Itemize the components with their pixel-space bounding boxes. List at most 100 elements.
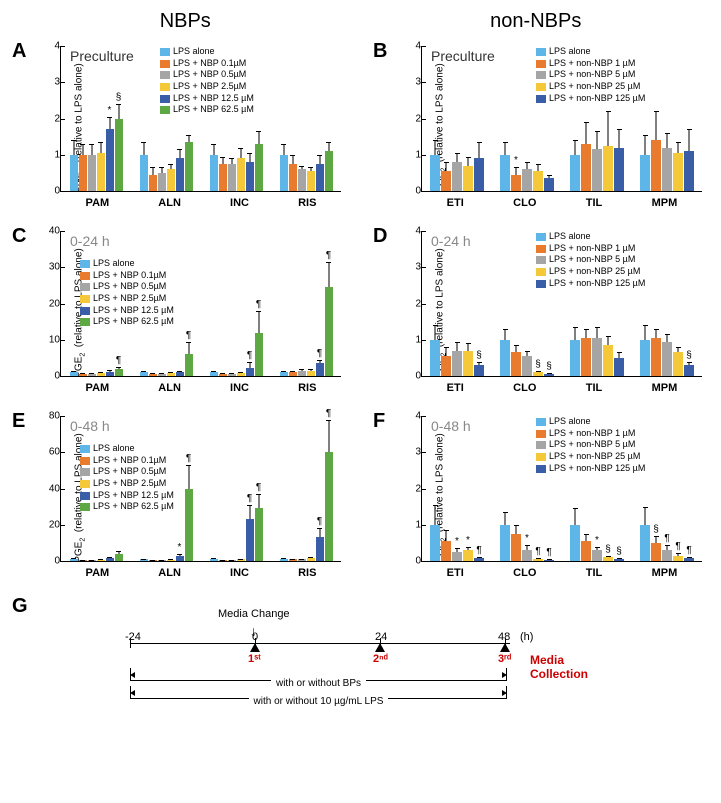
bar	[614, 148, 624, 192]
group-ETI: §	[430, 340, 484, 376]
legend-label: LPS + NBP 0.1µM	[173, 58, 246, 70]
legend-swatch	[80, 480, 90, 488]
bar	[441, 356, 451, 376]
sig-marker: *	[525, 533, 529, 544]
panel-a: APreculturePGE2 (relative to LPS alone)0…	[10, 38, 350, 218]
bar: ¶	[115, 369, 123, 376]
bar: §	[544, 374, 554, 376]
bar	[289, 164, 297, 191]
legend-item: LPS + NBP 12.5 µM	[160, 93, 254, 105]
bar	[511, 534, 521, 561]
bar: ¶	[533, 559, 543, 561]
legend-item: LPS + non-NBP 1 µM	[536, 428, 645, 440]
bar: ¶	[255, 333, 263, 377]
group-MPM	[640, 140, 694, 191]
legend-swatch	[536, 441, 546, 449]
bar	[167, 560, 175, 561]
bar	[307, 371, 315, 376]
bar	[298, 559, 306, 561]
legend-item: LPS + NBP 0.1µM	[80, 455, 174, 467]
bar	[246, 162, 254, 191]
bar	[544, 178, 554, 191]
ordinal-2: 2ⁿᵈ	[373, 653, 388, 665]
panel-e: E0-48 hPGE2 (relative to LPS alone)02040…	[10, 408, 350, 588]
media-collection-label: Media Collection	[530, 653, 588, 681]
legend-item: LPS + non-NBP 1 µM	[536, 58, 645, 70]
sig-marker: *	[595, 535, 599, 546]
legend-item: LPS + non-NBP 25 µM	[536, 266, 645, 278]
sig-marker: ¶	[116, 355, 121, 366]
bar	[210, 372, 218, 376]
y-ticks: 010203040	[40, 231, 60, 376]
legend-label: LPS alone	[93, 443, 135, 455]
sig-marker: §	[605, 544, 611, 555]
group-RIS: ¶¶	[280, 287, 333, 376]
bar	[522, 169, 532, 191]
bar	[237, 373, 245, 376]
group-ETI: **¶	[430, 525, 484, 561]
group-PAM: *§	[70, 119, 123, 192]
bar	[140, 372, 148, 376]
bar: *	[522, 550, 532, 561]
bar	[70, 559, 78, 561]
legend-label: LPS + NBP 2.5µM	[93, 478, 166, 490]
bar	[603, 345, 613, 376]
bar	[176, 158, 184, 191]
bar: ¶	[185, 354, 193, 376]
sig-marker: §	[546, 361, 552, 372]
sig-marker: *	[178, 542, 182, 553]
panel-F-label: F	[373, 410, 385, 433]
bar	[651, 140, 661, 191]
panel-B-label: B	[373, 40, 387, 63]
bar	[140, 155, 148, 191]
legend-swatch	[536, 280, 546, 288]
x-label: ETI	[447, 382, 464, 394]
bar: *	[452, 552, 462, 561]
bar	[500, 340, 510, 376]
bar: ¶	[325, 287, 333, 376]
bar: ¶	[246, 519, 254, 561]
legend-item: LPS + non-NBP 5 µM	[536, 254, 645, 266]
triangle-2-icon	[375, 643, 385, 652]
legend-swatch	[536, 233, 546, 241]
bar	[474, 158, 484, 191]
panel-C-label: C	[12, 225, 26, 248]
group-TIL: *§§	[570, 525, 624, 561]
legend-label: LPS alone	[549, 46, 591, 58]
hours-label: (h)	[520, 631, 533, 643]
sig-marker: *	[455, 536, 459, 547]
legend: LPS aloneLPS + non-NBP 1 µMLPS + non-NBP…	[536, 231, 645, 289]
bar	[581, 144, 591, 191]
bar	[289, 559, 297, 561]
bar: §	[115, 119, 123, 192]
legend-swatch	[80, 307, 90, 315]
bar	[316, 164, 324, 191]
bracket-lps: with or without 10 µg/mL LPS	[130, 686, 507, 699]
x-label: ALN	[158, 567, 181, 579]
bar	[280, 372, 288, 376]
x-label: MPM	[652, 197, 678, 209]
legend-label: LPS + non-NBP 25 µM	[549, 81, 640, 93]
bar	[673, 352, 683, 376]
legend-swatch	[80, 492, 90, 500]
bar	[106, 558, 114, 561]
sig-marker: ¶	[326, 408, 331, 419]
legend-item: LPS + NBP 0.5µM	[80, 281, 174, 293]
sig-marker: ¶	[326, 250, 331, 261]
bar	[570, 525, 580, 561]
legend-label: LPS + NBP 62.5 µM	[93, 501, 174, 513]
x-label: INC	[230, 567, 249, 579]
bar	[219, 374, 227, 376]
bar: *	[176, 556, 184, 561]
legend-label: LPS + non-NBP 125 µM	[549, 93, 645, 105]
group-RIS: ¶¶	[280, 452, 333, 561]
legend-label: LPS + non-NBP 25 µM	[549, 451, 640, 463]
legend-label: LPS alone	[93, 258, 135, 270]
sig-marker: *	[466, 535, 470, 546]
group-PAM: ¶	[70, 369, 123, 376]
col-title-nbps: NBPs	[10, 10, 360, 33]
sig-marker: §	[686, 350, 692, 361]
legend-label: LPS + NBP 2.5µM	[93, 293, 166, 305]
group-INC: ¶¶	[210, 333, 263, 377]
y-ticks: 020406080	[40, 416, 60, 561]
